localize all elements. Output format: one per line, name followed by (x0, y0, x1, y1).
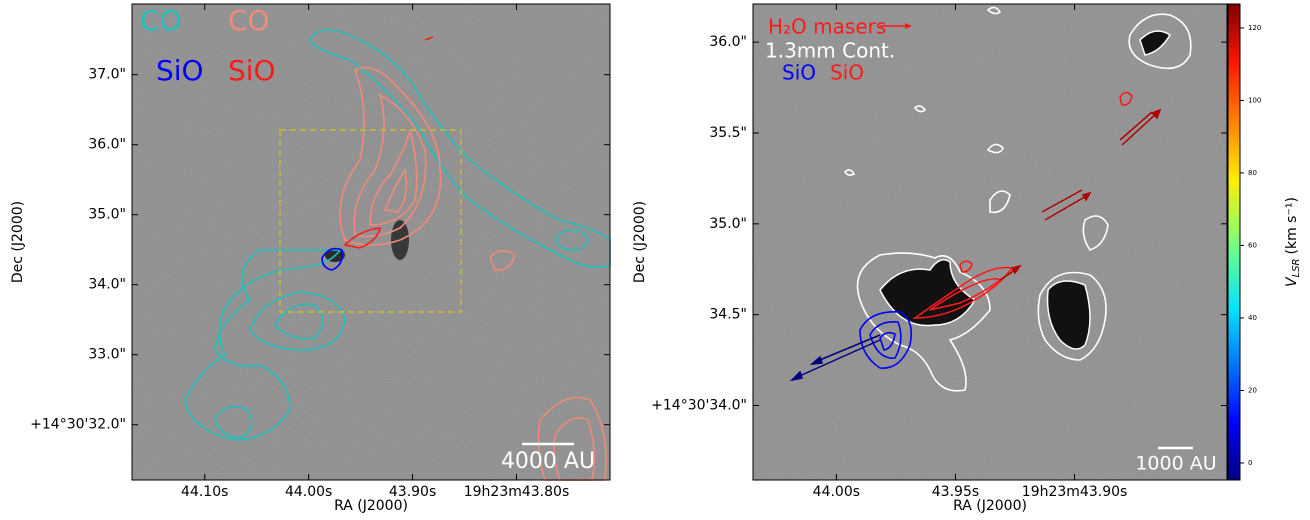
right-contours (789, 6, 1192, 392)
x-tick-label: 44.10s (181, 484, 228, 500)
y-axis-label: Dec (J2000) (10, 201, 26, 283)
x-tick-label: 44.00s (813, 484, 860, 500)
colorbar-tick-label: 120 (1248, 24, 1261, 32)
colorbar-tick-label: 80 (1248, 169, 1257, 177)
y-tick-label: 35.0" (88, 207, 126, 223)
legend-label: 1.3mm Cont. (765, 39, 895, 63)
x-tick-label: 43.95s (932, 484, 979, 500)
legend-label: CO (140, 4, 182, 37)
y-tick-label: +14°30'32.0" (30, 417, 126, 433)
x-tick-label: 19h23m43.90s (1022, 484, 1128, 500)
y-tick-label: 33.0" (88, 347, 126, 363)
x-tick-label: 19h23m43.80s (464, 484, 570, 500)
x-tick-label: 44.00s (285, 484, 332, 500)
y-tick-label: 35.0" (709, 216, 747, 232)
legend-label: SiO (156, 54, 204, 87)
axes-frame (131, 3, 611, 481)
axes-frame (752, 3, 1228, 481)
y-tick-label: 36.0" (709, 34, 747, 50)
y-axis-label: Dec (J2000) (632, 201, 648, 283)
colorbar-subscript: LSR (1291, 258, 1302, 277)
colorbar-label: VLSR (km s⁻¹) (1284, 197, 1302, 287)
y-tick-label: 37.0" (88, 67, 126, 83)
colorbar-tick-label: 40 (1248, 314, 1257, 322)
y-tick-label: +14°30'34.0" (651, 398, 747, 414)
y-tick-label: 34.5" (709, 307, 747, 323)
legend-label: SiO (830, 61, 864, 85)
colorbar (1227, 3, 1241, 481)
left-contours (184, 29, 611, 481)
image-noise (753, 4, 1227, 480)
colorbar-symbol: V (1284, 276, 1300, 287)
legend-label: H₂O masers (768, 15, 886, 39)
y-tick-label: 36.0" (88, 137, 126, 153)
colorbar-tick-label: 20 (1248, 386, 1257, 394)
x-axis-label: RA (J2000) (334, 498, 408, 514)
y-tick-label: 35.5" (709, 125, 747, 141)
y-tick-label: 34.0" (88, 277, 126, 293)
scalebar-label: 1000 AU (1135, 453, 1216, 475)
scalebar-label: 4000 AU (501, 449, 595, 474)
legend-label: CO (228, 4, 270, 37)
colorbar-tick-label: 100 (1248, 96, 1261, 104)
legend-label: SiO (228, 54, 276, 87)
colorbar-tick-label: 60 (1248, 241, 1257, 249)
colorbar-unit: (km s⁻¹) (1284, 197, 1300, 254)
x-axis-label: RA (J2000) (953, 498, 1027, 514)
legend-label: SiO (782, 61, 816, 85)
colorbar-tick-label: 0 (1248, 459, 1252, 467)
x-tick-label: 43.90s (389, 484, 436, 500)
